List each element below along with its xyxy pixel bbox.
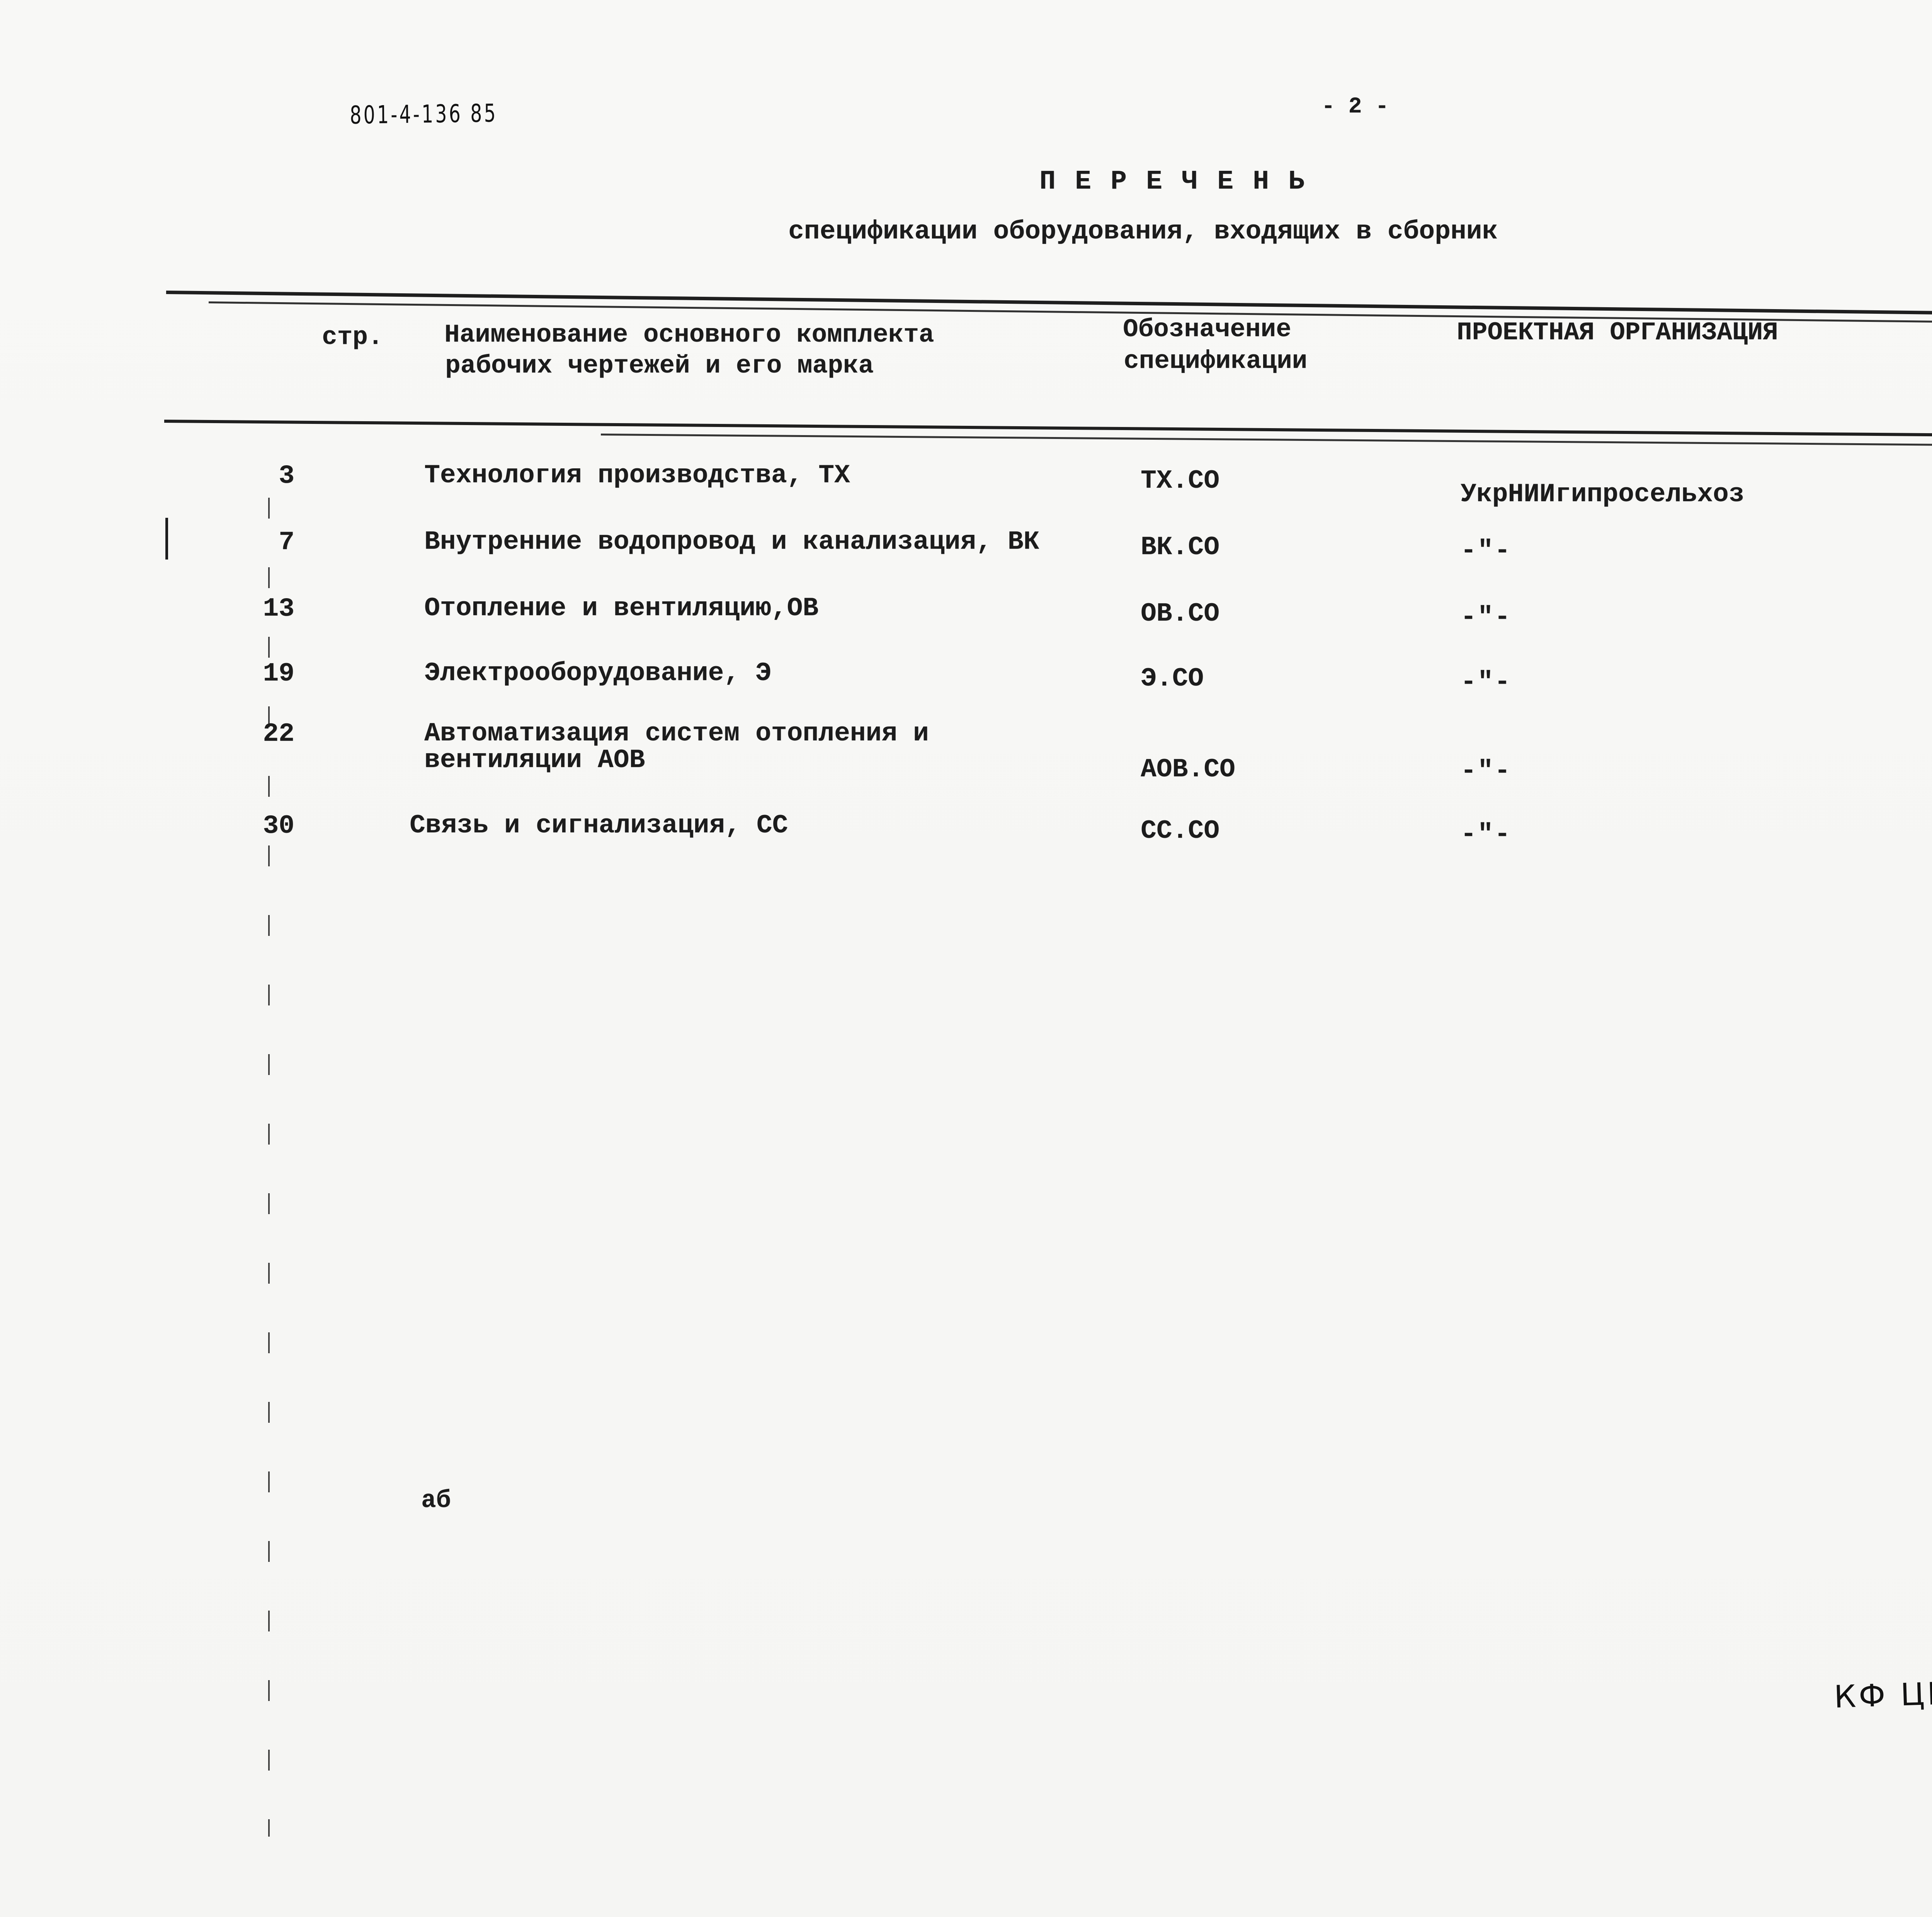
- cell-spec-designation: ТХ.СО: [1141, 466, 1220, 496]
- cell-spec-designation: ВК.СО: [1141, 532, 1220, 562]
- table-header-page: стр.: [322, 323, 383, 352]
- cell-name-line1: Автоматизация систем отопления и: [424, 719, 929, 748]
- table-header-organization: ПРОЕКТНАЯ ОРГАНИЗАЦИЯ: [1457, 318, 1778, 347]
- cell-design-organization: УкрНИИгипросельхоз: [1461, 480, 1745, 509]
- cell-name-line1: Технология производства, ТХ: [424, 461, 850, 490]
- cell-name-line1: Электрооборудование, Э: [424, 658, 771, 688]
- page-subtitle: спецификации оборудования, входящих в сб…: [788, 217, 1498, 247]
- page-title: П Е Р Е Ч Е Н Ь: [1039, 167, 1306, 197]
- left-fold-mark: [165, 518, 168, 560]
- cell-drawing-set-name: Электрооборудование, Э: [424, 660, 771, 687]
- cell-spec-designation: СС.СО: [1141, 816, 1220, 846]
- cell-page-number: 30: [263, 811, 294, 841]
- document-series-number: 801-4-136 85: [350, 99, 498, 130]
- cell-ditto-mark: -"-: [1461, 667, 1512, 697]
- cell-name-line1: Внутренние водопровод и канализация, ВК: [424, 527, 1039, 557]
- cell-name-line1: Связь и сигнализация, СС: [410, 811, 788, 840]
- table-row: 7 Внутренние водопровод и канализация, В…: [247, 528, 1909, 590]
- cell-page-number: 3: [279, 461, 294, 491]
- table-header-spec-line2: спецификации: [1124, 347, 1308, 376]
- cell-name-line1: Отопление и вентиляцию,ОВ: [424, 594, 819, 623]
- cell-spec-designation: ОВ.СО: [1141, 599, 1220, 629]
- cell-drawing-set-name: Автоматизация систем отопления и вентиля…: [424, 720, 929, 774]
- table-row: 30 Связь и сигнализация, СС СС.СО -"-: [247, 811, 1909, 873]
- cell-ditto-mark: -"-: [1461, 602, 1512, 632]
- table-row: 3 Технология производства, ТХ ТХ.СО УкрН…: [247, 461, 1909, 523]
- cell-spec-designation: Э.СО: [1141, 664, 1204, 694]
- cell-drawing-set-name: Отопление и вентиляцию,ОВ: [424, 595, 818, 622]
- cell-drawing-set-name: Внутренние водопровод и канализация, ВК: [424, 529, 1039, 555]
- margin-note: аб: [421, 1487, 451, 1515]
- cell-drawing-set-name: Технология производства, ТХ: [424, 462, 850, 489]
- table-header-name-line1: Наименование основного комплекта: [444, 320, 934, 349]
- page-number: - 2 -: [1321, 94, 1389, 119]
- table-row: 13 Отопление и вентиляцию,ОВ ОВ.СО -"-: [247, 594, 1909, 656]
- cell-page-number: 22: [263, 719, 294, 749]
- table-row: 22 Автоматизация систем отопления и вент…: [247, 720, 1909, 812]
- cell-name-line2: вентиляции АОВ: [424, 745, 645, 775]
- cell-page-number: 13: [263, 594, 294, 624]
- cell-drawing-set-name: Связь и сигнализация, СС: [410, 812, 788, 839]
- inventory-stamp: КФ ЦИТП Инв № 9434/3: [1833, 1665, 1932, 1715]
- ruled-line-header-double: [600, 434, 1932, 451]
- cell-page-number: 19: [263, 659, 294, 689]
- vertical-fold-line: [268, 498, 270, 1837]
- table-row: 19 Электрооборудование, Э Э.СО -"-: [247, 659, 1909, 721]
- cell-ditto-mark: -"-: [1461, 536, 1512, 566]
- cell-ditto-mark: -"-: [1461, 820, 1512, 849]
- cell-ditto-mark: -"-: [1461, 756, 1512, 786]
- table-header-name-line2: рабочих чертежей и его марка: [445, 351, 874, 380]
- cell-page-number: 7: [279, 527, 294, 557]
- cell-spec-designation: АОВ.СО: [1141, 755, 1235, 784]
- table-header-spec-line1: Обозначение: [1123, 315, 1291, 344]
